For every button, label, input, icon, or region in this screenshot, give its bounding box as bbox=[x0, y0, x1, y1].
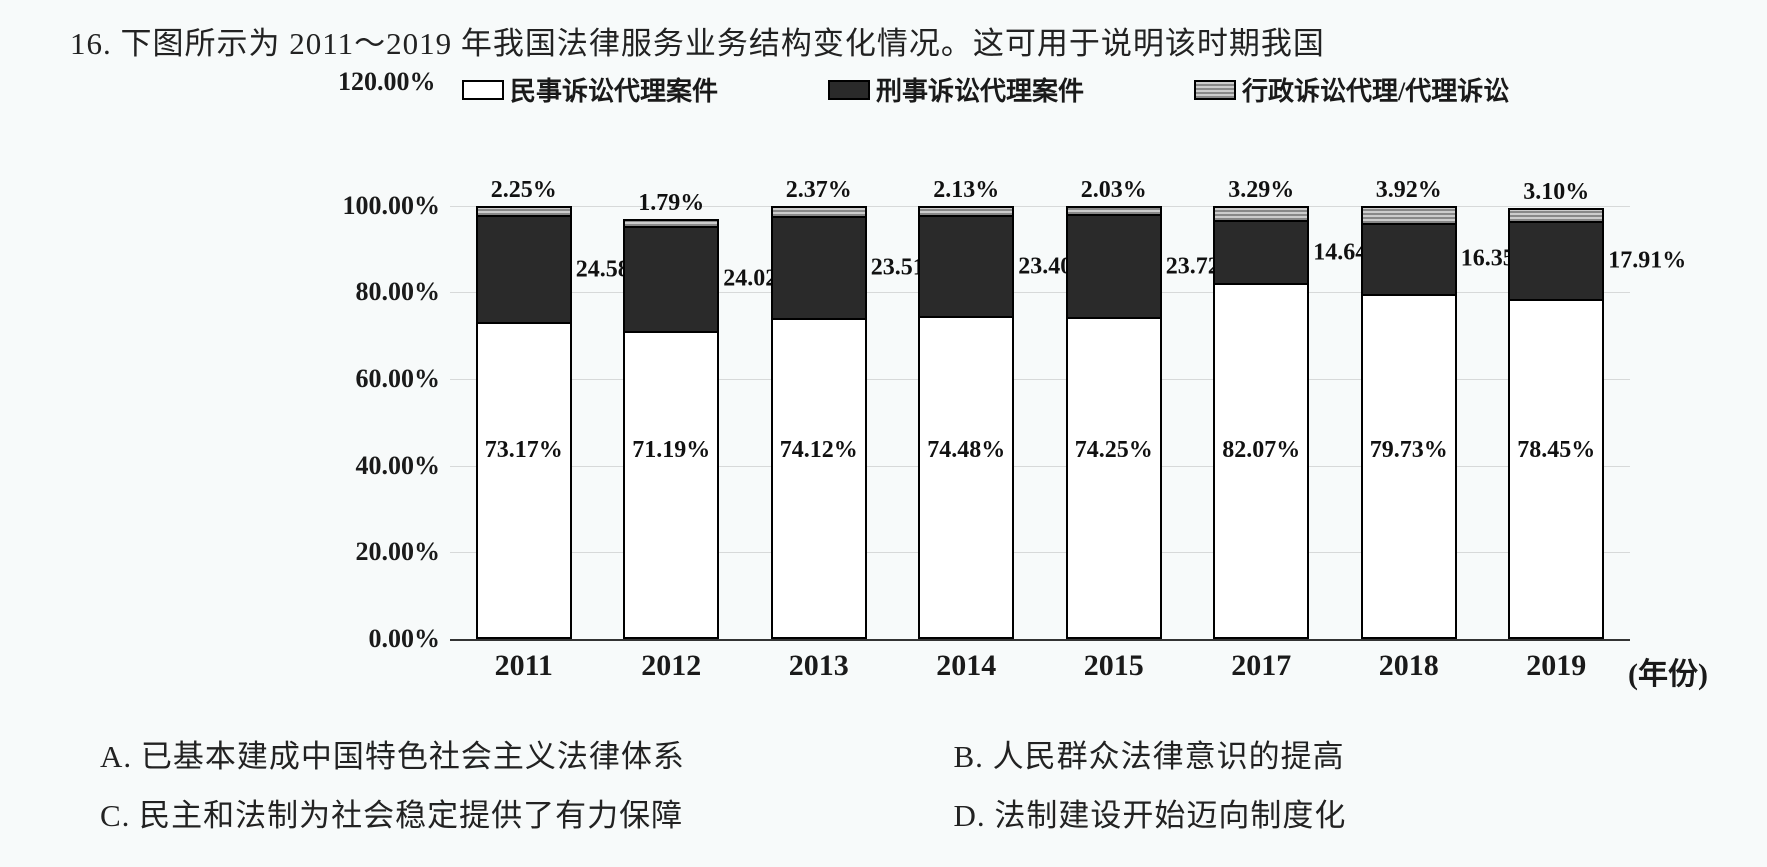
y-tick-label: 0.00% bbox=[318, 624, 440, 654]
label-civil: 73.17% bbox=[485, 437, 563, 464]
option-d[interactable]: D. 法制建设开始迈向制度化 bbox=[954, 790, 1728, 835]
segment-criminal: 23.51% bbox=[771, 216, 867, 318]
label-civil: 74.25% bbox=[1075, 437, 1153, 464]
x-axis-unit: (年份) bbox=[1628, 649, 1708, 693]
label-admin: 2.37% bbox=[786, 177, 852, 204]
question-number: 16. bbox=[70, 26, 112, 61]
label-civil: 74.12% bbox=[780, 437, 858, 464]
segment-civil: 73.17% bbox=[476, 322, 572, 639]
chart-legend: 民事诉讼代理案件 刑事诉讼代理案件 行政诉讼代理/代理诉讼 bbox=[462, 71, 1509, 108]
y-tick-label: 40.00% bbox=[318, 451, 440, 481]
gridline bbox=[450, 639, 1630, 641]
segment-civil: 82.07% bbox=[1213, 283, 1309, 639]
bar-column: 1.79%24.02%71.19%2012 bbox=[623, 119, 719, 639]
option-a[interactable]: A. 已基本建成中国特色社会主义法律体系 bbox=[100, 731, 874, 776]
option-b[interactable]: B. 人民群众法律意识的提高 bbox=[954, 731, 1728, 776]
plot-area: (年份) 0.00%20.00%40.00%60.00%80.00%100.00… bbox=[450, 119, 1630, 639]
segment-admin: 3.29% bbox=[1213, 206, 1309, 220]
segment-admin: 2.03% bbox=[1066, 206, 1162, 215]
segment-admin: 1.79% bbox=[623, 219, 719, 227]
label-civil: 71.19% bbox=[632, 437, 710, 464]
x-tick-label: 2017 bbox=[1231, 649, 1291, 683]
bar-column: 2.13%23.40%74.48%2014 bbox=[918, 119, 1014, 639]
label-civil: 82.07% bbox=[1222, 437, 1300, 464]
segment-admin: 3.10% bbox=[1508, 208, 1604, 221]
label-admin: 2.25% bbox=[491, 177, 557, 204]
legend-item-civil: 民事诉讼代理案件 bbox=[462, 71, 718, 108]
bar-column: 3.29%14.64%82.07%2017 bbox=[1213, 119, 1309, 639]
y-tick-label: 100.00% bbox=[318, 191, 440, 221]
label-admin: 2.13% bbox=[933, 177, 999, 204]
segment-criminal: 23.40% bbox=[918, 215, 1014, 316]
segment-criminal: 14.64% bbox=[1213, 220, 1309, 283]
question-text: 16. 下图所示为 2011～2019 年我国法律服务业务结构变化情况。这可用于… bbox=[70, 18, 1727, 63]
x-tick-label: 2011 bbox=[495, 649, 553, 683]
label-admin: 3.10% bbox=[1523, 179, 1589, 206]
segment-civil: 78.45% bbox=[1508, 299, 1604, 639]
option-c[interactable]: C. 民主和法制为社会稳定提供了有力保障 bbox=[100, 790, 874, 835]
label-civil: 78.45% bbox=[1517, 437, 1595, 464]
legend-swatch-admin bbox=[1194, 80, 1236, 100]
x-tick-label: 2018 bbox=[1379, 649, 1439, 683]
bar-column: 2.03%23.72%74.25%2015 bbox=[1066, 119, 1162, 639]
bar-column: 2.25%24.58%73.17%2011 bbox=[476, 119, 572, 639]
label-criminal: 17.91% bbox=[1608, 248, 1686, 275]
segment-admin: 3.92% bbox=[1361, 206, 1457, 223]
legend-label-civil: 民事诉讼代理案件 bbox=[510, 71, 718, 108]
label-civil: 74.48% bbox=[927, 437, 1005, 464]
x-tick-label: 2019 bbox=[1526, 649, 1586, 683]
legend-label-admin: 行政诉讼代理/代理诉讼 bbox=[1242, 71, 1509, 108]
y-tick-label: 20.00% bbox=[318, 537, 440, 567]
answer-options: A. 已基本建成中国特色社会主义法律体系 B. 人民群众法律意识的提高 C. 民… bbox=[70, 731, 1727, 835]
legend-item-criminal: 刑事诉讼代理案件 bbox=[828, 71, 1084, 108]
segment-criminal: 16.35% bbox=[1361, 223, 1457, 294]
stacked-bar-chart: 120.00% 民事诉讼代理案件 刑事诉讼代理案件 行政诉讼代理/代理诉讼 (年… bbox=[310, 71, 1670, 711]
bar-column: 3.92%16.35%79.73%2018 bbox=[1361, 119, 1457, 639]
segment-civil: 74.12% bbox=[771, 318, 867, 639]
segment-criminal: 24.58% bbox=[476, 215, 572, 322]
label-admin: 3.92% bbox=[1376, 177, 1442, 204]
y-top-label: 120.00% bbox=[338, 67, 436, 97]
legend-swatch-civil bbox=[462, 80, 504, 100]
label-admin: 3.29% bbox=[1228, 177, 1294, 204]
segment-civil: 79.73% bbox=[1361, 294, 1457, 639]
label-admin: 2.03% bbox=[1081, 177, 1147, 204]
bars-row: 2.25%24.58%73.17%20111.79%24.02%71.19%20… bbox=[450, 119, 1630, 639]
segment-criminal: 17.91% bbox=[1508, 221, 1604, 299]
segment-admin: 2.37% bbox=[771, 206, 867, 216]
legend-swatch-criminal bbox=[828, 80, 870, 100]
bar-column: 2.37%23.51%74.12%2013 bbox=[771, 119, 867, 639]
segment-civil: 74.48% bbox=[918, 316, 1014, 639]
question-stem: 下图所示为 2011～2019 年我国法律服务业务结构变化情况。这可用于说明该时… bbox=[121, 26, 1325, 61]
legend-item-admin: 行政诉讼代理/代理诉讼 bbox=[1194, 71, 1509, 108]
x-tick-label: 2015 bbox=[1084, 649, 1144, 683]
segment-civil: 71.19% bbox=[623, 331, 719, 639]
x-tick-label: 2012 bbox=[641, 649, 701, 683]
segment-admin: 2.13% bbox=[918, 206, 1014, 215]
segment-civil: 74.25% bbox=[1066, 317, 1162, 639]
label-admin: 1.79% bbox=[638, 190, 704, 217]
y-tick-label: 60.00% bbox=[318, 364, 440, 394]
label-civil: 79.73% bbox=[1370, 437, 1448, 464]
segment-criminal: 23.72% bbox=[1066, 214, 1162, 317]
segment-criminal: 24.02% bbox=[623, 226, 719, 330]
x-tick-label: 2014 bbox=[936, 649, 996, 683]
segment-admin: 2.25% bbox=[476, 206, 572, 216]
x-tick-label: 2013 bbox=[789, 649, 849, 683]
bar-column: 3.10%17.91%78.45%2019 bbox=[1508, 119, 1604, 639]
y-tick-label: 80.00% bbox=[318, 277, 440, 307]
legend-label-criminal: 刑事诉讼代理案件 bbox=[876, 71, 1084, 108]
